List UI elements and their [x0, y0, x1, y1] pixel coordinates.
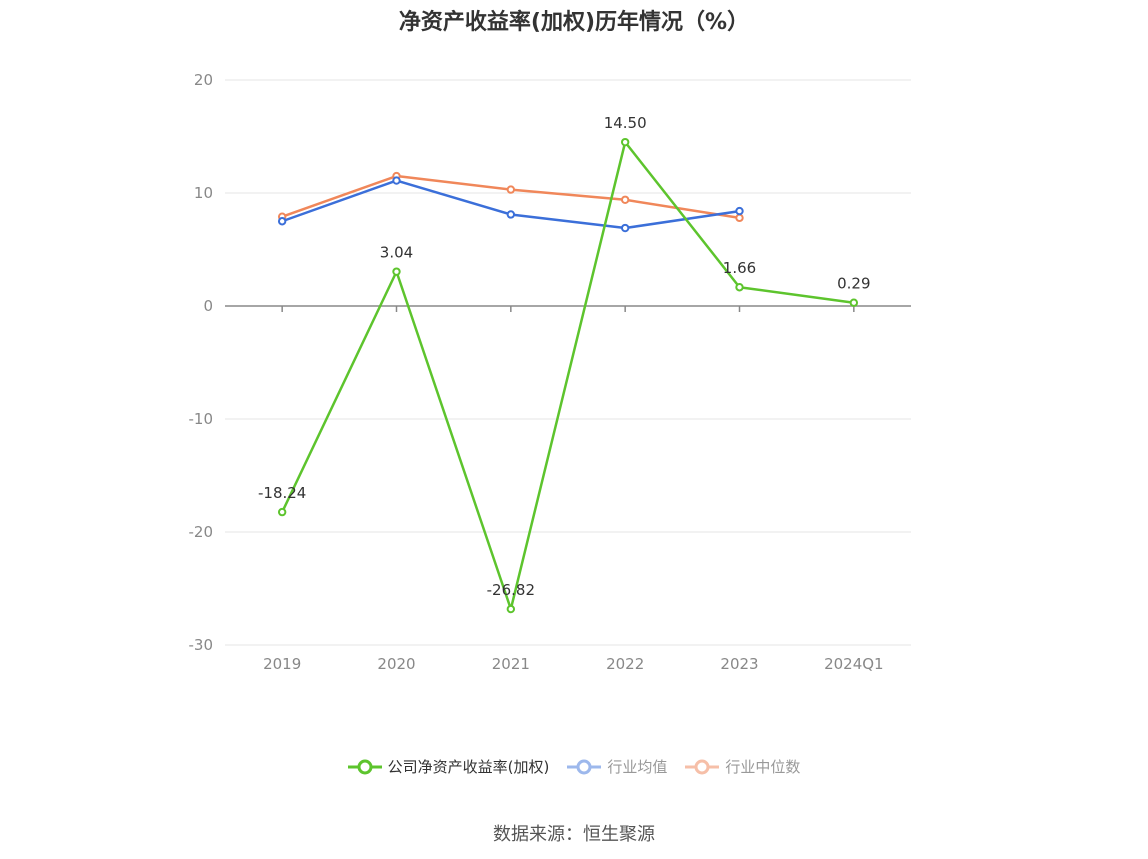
legend-line-marker-icon [685, 759, 720, 774]
y-tick-label: -10 [189, 410, 214, 428]
data-point[interactable] [277, 217, 287, 226]
y-tick-label: 10 [194, 184, 213, 202]
data-point[interactable] [620, 223, 630, 233]
x-tick-label: 2021 [492, 655, 530, 673]
legend-label: 公司净资产收益率(加权) [387, 758, 550, 776]
y-tick-label: -20 [189, 523, 214, 541]
data-point[interactable] [506, 604, 516, 614]
data-label: 1.66 [723, 259, 756, 277]
data-point[interactable] [735, 213, 744, 223]
legend: 公司净资产收益率(加权) 行业均值 行业中位数 [0, 756, 1148, 777]
data-point[interactable] [506, 210, 516, 219]
data-point[interactable] [392, 267, 401, 276]
source-note: 数据来源：恒生聚源 [493, 824, 655, 845]
data-label: -26.82 [487, 581, 535, 599]
series-1 [277, 176, 744, 233]
legend-label: 行业中位数 [725, 758, 801, 776]
legend-item-industry-median[interactable]: 行业中位数 [685, 756, 800, 777]
legend-line-marker-icon [567, 759, 602, 774]
data-point[interactable] [849, 298, 859, 307]
x-tick-label: 2022 [606, 655, 644, 673]
data-point[interactable] [620, 195, 630, 204]
x-tick-label: 2019 [263, 655, 301, 673]
legend-item-industry-mean[interactable]: 行业均值 [567, 756, 667, 777]
data-point[interactable] [735, 206, 744, 216]
data-point[interactable] [620, 137, 630, 147]
x-tick-label: 2024Q1 [824, 655, 884, 673]
data-point[interactable] [735, 283, 744, 292]
data-label: -18.24 [258, 484, 306, 502]
x-tick-label: 2020 [377, 655, 415, 673]
series-0 [277, 137, 859, 614]
series-layer [277, 137, 859, 614]
chart-title: 净资产收益率(加权)历年情况（%） [398, 10, 750, 35]
data-label: 0.29 [837, 275, 870, 293]
grid-lines [225, 79, 911, 646]
legend-line-marker-icon [347, 759, 382, 774]
data-point[interactable] [392, 176, 401, 185]
data-labels: -18.24 3.04 -26.82 14.50 1.66 0.29 [258, 114, 871, 599]
y-tick-label: 20 [194, 71, 213, 89]
y-tick-label: 0 [203, 297, 213, 315]
data-label: 3.04 [380, 244, 413, 262]
data-point[interactable] [506, 185, 516, 194]
data-point[interactable] [277, 507, 287, 517]
legend-item-company-roe[interactable]: 公司净资产收益率(加权) [347, 756, 550, 777]
data-label: 14.50 [604, 114, 647, 132]
series-line [281, 140, 855, 611]
axes: 20 10 0 -10 -20 -30 2019 2020 2021 2022 2023 2024Q1 [189, 71, 911, 673]
legend-label: 行业均值 [607, 758, 668, 776]
y-tick-label: -30 [189, 636, 214, 654]
roe-line-chart: 20 10 0 -10 -20 -30 2019 2020 2021 2022 2023 2024Q1… [189, 71, 911, 673]
x-tick-label: 2023 [720, 655, 758, 673]
